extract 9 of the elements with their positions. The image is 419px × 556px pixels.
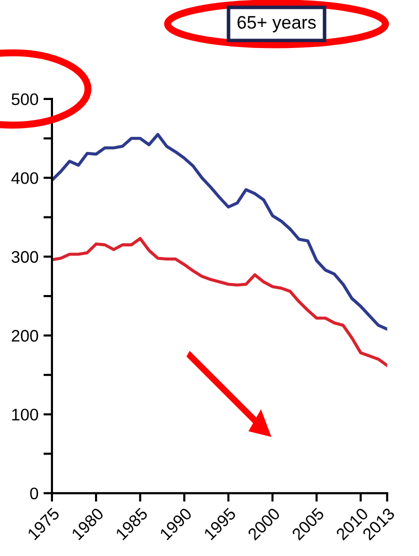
- y-tick-label: 0: [30, 488, 38, 500]
- y-tick-label: 500: [12, 93, 38, 106]
- chart-title: 65+ years: [238, 16, 316, 32]
- y-tick-label: 100: [12, 408, 38, 421]
- y-tick-label: 200: [12, 330, 38, 342]
- y-tick-label: 400: [11, 172, 38, 184]
- line-series: [52, 236, 388, 367]
- y-tick-label: 300: [12, 251, 38, 263]
- line-series: [52, 132, 388, 331]
